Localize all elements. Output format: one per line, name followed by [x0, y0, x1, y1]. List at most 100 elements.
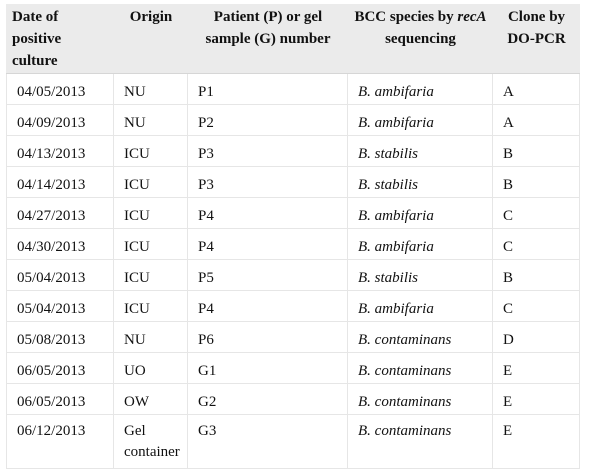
- cell-sample: P3: [188, 167, 348, 198]
- cell-origin-line2: container: [124, 444, 180, 460]
- cell-clone: D: [493, 322, 580, 353]
- cell-species: B. stabilis: [348, 167, 493, 198]
- header-species-line1: BCC species by: [354, 9, 458, 25]
- cell-origin: ICU: [114, 291, 188, 322]
- species-genus: B.: [358, 394, 371, 410]
- cell-date: 06/05/2013: [6, 384, 114, 415]
- cell-date: 04/13/2013: [6, 136, 114, 167]
- species-epithet: ambifaria: [374, 208, 434, 224]
- table-row: 04/30/2013 ICU P4 B. ambifaria C: [6, 229, 580, 260]
- table-header: Date of positive culture Origin Patient …: [6, 4, 580, 74]
- cell-origin: OW: [114, 384, 188, 415]
- species-genus: B.: [358, 239, 371, 255]
- cell-origin-line1: Gel: [124, 423, 146, 439]
- header-origin: Origin: [114, 4, 188, 74]
- header-sample-line2: sample (G) number: [205, 31, 331, 47]
- cell-clone: C: [493, 291, 580, 322]
- cell-species: B. ambifaria: [348, 105, 493, 136]
- species-genus: B.: [358, 146, 371, 162]
- table-row: 06/05/2013 OW G2 B. contaminans E: [6, 384, 580, 415]
- table-row: 05/04/2013 ICU P4 B. ambifaria C: [6, 291, 580, 322]
- cell-species: B. ambifaria: [348, 198, 493, 229]
- cell-clone: B: [493, 167, 580, 198]
- species-genus: B.: [358, 115, 371, 131]
- cell-origin: NU: [114, 105, 188, 136]
- cell-species: B. ambifaria: [348, 291, 493, 322]
- species-genus: B.: [358, 177, 371, 193]
- cell-species: B. contaminans: [348, 415, 493, 469]
- cell-clone: E: [493, 415, 580, 469]
- species-genus: B.: [358, 84, 371, 100]
- header-species: BCC species by recA sequencing: [348, 4, 493, 74]
- cell-date: 05/04/2013: [6, 291, 114, 322]
- cell-clone: E: [493, 353, 580, 384]
- cell-species: B. ambifaria: [348, 229, 493, 260]
- species-genus: B.: [358, 208, 371, 224]
- table-row: 04/05/2013 NU P1 B. ambifaria A: [6, 74, 580, 105]
- header-clone-line2: DO-PCR: [507, 31, 566, 47]
- cell-origin: Gel container: [114, 415, 188, 469]
- cell-origin: NU: [114, 74, 188, 105]
- cell-date: 06/05/2013: [6, 353, 114, 384]
- cell-sample: P4: [188, 198, 348, 229]
- species-genus: B.: [358, 423, 371, 439]
- header-date-line3: culture: [12, 53, 58, 69]
- cell-sample: P1: [188, 74, 348, 105]
- cell-clone: B: [493, 136, 580, 167]
- cell-species: B. contaminans: [348, 384, 493, 415]
- species-epithet: ambifaria: [374, 239, 434, 255]
- cell-species: B. ambifaria: [348, 74, 493, 105]
- cell-sample: G2: [188, 384, 348, 415]
- species-epithet: ambifaria: [374, 301, 434, 317]
- species-epithet: contaminans: [374, 363, 452, 379]
- species-epithet: contaminans: [374, 332, 452, 348]
- header-species-gene: recA: [457, 9, 487, 25]
- table-row: 05/08/2013 NU P6 B. contaminans D: [6, 322, 580, 353]
- header-clone-line1: Clone by: [507, 9, 566, 25]
- species-genus: B.: [358, 301, 371, 317]
- cell-sample: P3: [188, 136, 348, 167]
- cell-origin: NU: [114, 322, 188, 353]
- isolates-table: Date of positive culture Origin Patient …: [6, 4, 580, 469]
- cell-origin: ICU: [114, 167, 188, 198]
- species-epithet: contaminans: [374, 394, 452, 410]
- cell-clone: A: [493, 74, 580, 105]
- table-row: 04/27/2013 ICU P4 B. ambifaria C: [6, 198, 580, 229]
- cell-date: 06/12/2013: [6, 415, 114, 469]
- cell-origin: ICU: [114, 229, 188, 260]
- header-clone: Clone by DO-PCR: [493, 4, 580, 74]
- cell-species: B. stabilis: [348, 260, 493, 291]
- table-row: 04/13/2013 ICU P3 B. stabilis B: [6, 136, 580, 167]
- table-row: 05/04/2013 ICU P5 B. stabilis B: [6, 260, 580, 291]
- cell-date: 04/09/2013: [6, 105, 114, 136]
- species-genus: B.: [358, 270, 371, 286]
- table-row: 04/14/2013 ICU P3 B. stabilis B: [6, 167, 580, 198]
- table-body: 04/05/2013 NU P1 B. ambifaria A 04/09/20…: [6, 74, 580, 469]
- species-epithet: ambifaria: [374, 84, 434, 100]
- cell-sample: P5: [188, 260, 348, 291]
- cell-sample: G3: [188, 415, 348, 469]
- cell-date: 04/05/2013: [6, 74, 114, 105]
- cell-origin: UO: [114, 353, 188, 384]
- cell-date: 04/30/2013: [6, 229, 114, 260]
- cell-origin: ICU: [114, 198, 188, 229]
- cell-date: 04/14/2013: [6, 167, 114, 198]
- cell-species: B. stabilis: [348, 136, 493, 167]
- cell-sample: G1: [188, 353, 348, 384]
- header-date-line2: positive: [12, 31, 62, 47]
- header-date-line1: Date of: [12, 9, 59, 25]
- header-species-line2: sequencing: [385, 31, 456, 47]
- cell-origin: ICU: [114, 260, 188, 291]
- cell-origin: ICU: [114, 136, 188, 167]
- table-row: 06/05/2013 UO G1 B. contaminans E: [6, 353, 580, 384]
- cell-species: B. contaminans: [348, 322, 493, 353]
- cell-clone: E: [493, 384, 580, 415]
- table-row: 06/12/2013 Gel container G3 B. contaminan…: [6, 415, 580, 469]
- cell-clone: C: [493, 198, 580, 229]
- cell-sample: P6: [188, 322, 348, 353]
- table-row: 04/09/2013 NU P2 B. ambifaria A: [6, 105, 580, 136]
- header-date: Date of positive culture: [6, 4, 114, 74]
- species-epithet: stabilis: [374, 177, 419, 193]
- header-sample: Patient (P) or gel sample (G) number: [188, 4, 348, 74]
- species-epithet: contaminans: [374, 423, 452, 439]
